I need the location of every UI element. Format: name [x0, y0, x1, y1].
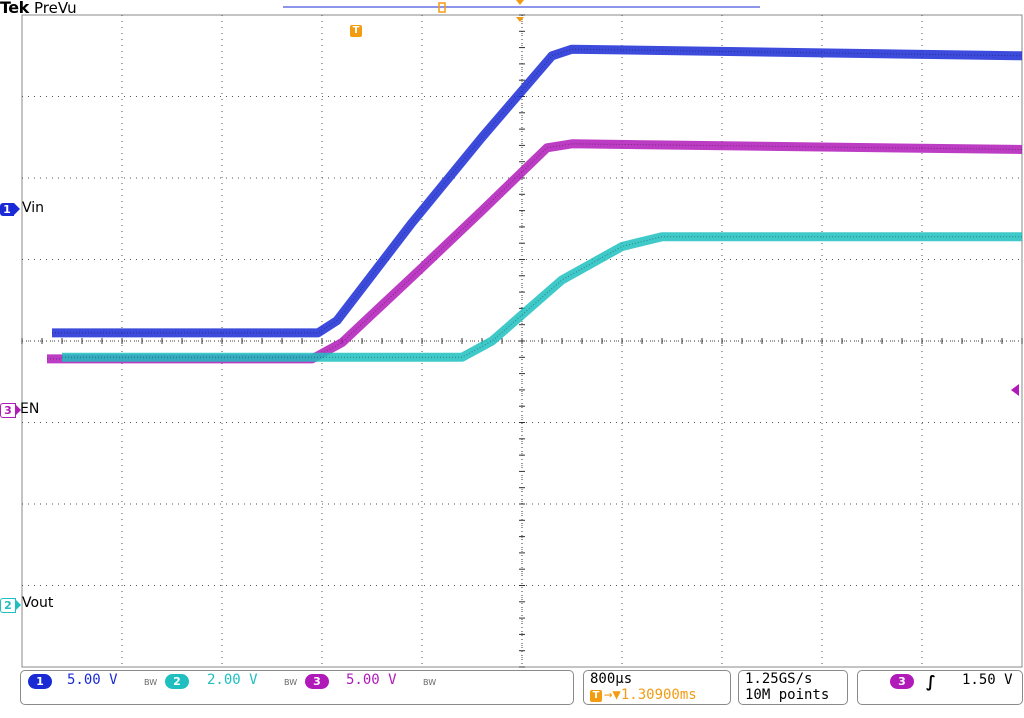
ch3-badge[interactable]: 3 — [305, 674, 329, 689]
trigger-level-value: 1.50 V — [962, 672, 1013, 688]
acquisition-panel[interactable]: 1.25GS/s 10M points — [738, 670, 848, 705]
trace-noise-vin — [52, 48, 1023, 334]
brand-logo: Tek — [0, 0, 29, 17]
ch1-label: Vin — [22, 200, 45, 216]
record-length: 10M points — [745, 687, 830, 703]
trigger-position-icon[interactable]: T — [350, 25, 362, 37]
ch1-marker[interactable]: 1 — [0, 203, 20, 216]
trace-vin — [52, 44, 1023, 338]
ch2-bw-icon: BW — [284, 678, 298, 687]
ch1-badge[interactable]: 1 — [28, 674, 52, 689]
rising-edge-icon: ∫ — [926, 672, 936, 691]
trigger-marker-icon: T — [590, 690, 602, 702]
ch3-marker[interactable]: 3 — [0, 403, 21, 418]
record-view-marker — [438, 2, 446, 13]
ch2-marker[interactable]: 2 — [0, 598, 21, 613]
ch2-scale: 2.00 V — [207, 672, 258, 688]
trigger-position-value: →▼1.30900ms — [604, 687, 697, 703]
graticule — [21, 0, 1023, 668]
waveform-traces — [47, 44, 1023, 364]
acquisition-mode: PreVu — [34, 0, 77, 17]
vertical-settings-panel[interactable]: 1 5.00 V BW 2 2.00 V BW 3 5.00 V BW — [20, 670, 574, 705]
center-top-marker — [516, 17, 524, 22]
trace-en — [47, 139, 1023, 364]
ch3-bw-icon: BW — [423, 678, 437, 687]
ch3-scale: 5.00 V — [346, 672, 397, 688]
ch2-label: Vout — [22, 595, 54, 611]
trigger-top-marker — [516, 0, 524, 5]
ch1-scale: 5.00 V — [67, 672, 118, 688]
ch3-label: EN — [20, 401, 40, 417]
trigger-panel[interactable]: 3 ∫ 1.50 V — [857, 670, 1023, 705]
trigger-source-badge[interactable]: 3 — [890, 674, 914, 689]
trace-noise-vout — [62, 236, 1022, 358]
ch1-bw-icon: BW — [144, 678, 158, 687]
horizontal-settings-panel[interactable]: 800µs T →▼1.30900ms — [583, 670, 731, 705]
timebase-value: 800µs — [590, 671, 633, 687]
ch2-badge[interactable]: 2 — [165, 674, 189, 689]
trigger-level-icon[interactable] — [1011, 384, 1019, 396]
trace-vout — [62, 232, 1022, 362]
trace-noise-en — [47, 143, 1023, 360]
sample-rate: 1.25GS/s — [745, 671, 813, 687]
